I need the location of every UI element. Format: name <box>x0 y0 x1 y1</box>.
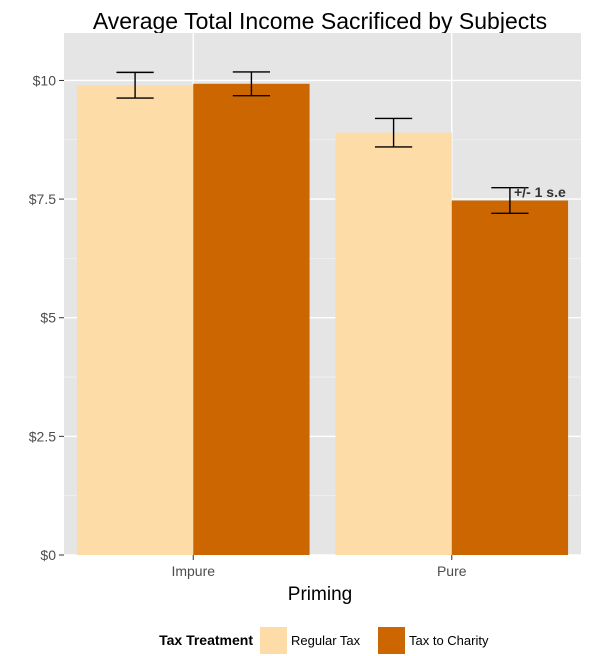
chart-title: Average Total Income Sacrificed by Subje… <box>93 8 547 34</box>
legend-key-regular-tax <box>260 627 287 654</box>
legend-key-tax-to-charity <box>378 627 405 654</box>
legend-label-tax-to-charity: Tax to Charity <box>409 633 489 648</box>
bars <box>76 83 569 556</box>
error-bar-pure-tax-to-charity <box>491 187 529 215</box>
y-tick-label: $10 <box>33 72 57 88</box>
axes: $0 $2.5 $5 $7.5 $10 Impure Pure <box>29 72 467 579</box>
bar-pure-regular-tax <box>335 132 452 555</box>
y-tick-label: $5 <box>40 310 56 326</box>
bar-impure-tax-to-charity <box>193 83 310 555</box>
x-tick-label: Impure <box>171 563 215 579</box>
x-tick-label: Pure <box>437 563 467 579</box>
se-annotation: +/- 1 s.e <box>514 184 566 200</box>
y-tick-label: $2.5 <box>29 428 56 444</box>
error-bar-pure-regular-tax <box>374 117 413 148</box>
legend: Tax Treatment Regular Tax Tax to Charity <box>159 627 489 654</box>
legend-label-regular-tax: Regular Tax <box>291 633 361 648</box>
bar-pure-tax-to-charity <box>451 200 569 556</box>
y-tick-label: $7.5 <box>29 191 56 207</box>
x-axis-title: Priming <box>288 584 352 605</box>
error-bar-impure-regular-tax <box>116 71 154 99</box>
error-bars <box>116 71 529 215</box>
y-tick-label: $0 <box>40 547 56 563</box>
bar-impure-regular-tax <box>76 85 194 555</box>
error-bar-impure-tax-to-charity <box>232 71 271 97</box>
legend-title: Tax Treatment <box>159 632 253 648</box>
